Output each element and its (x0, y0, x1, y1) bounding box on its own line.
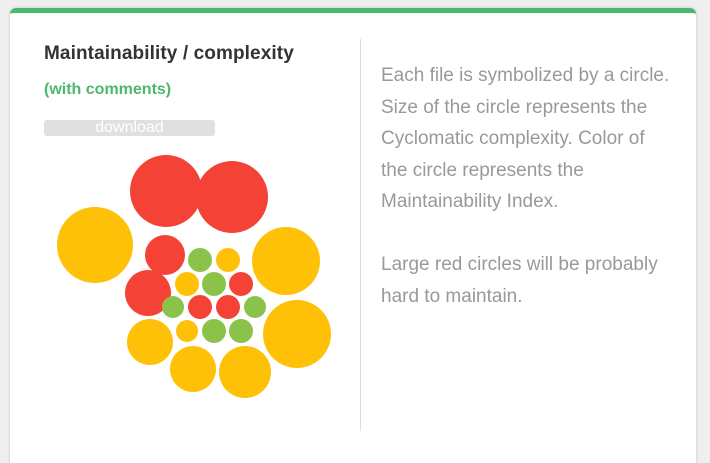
card-left-panel: Maintainability / complexity (with comme… (44, 43, 334, 136)
card-title: Maintainability / complexity (44, 43, 294, 64)
file-circle-green[interactable] (229, 319, 253, 343)
file-circle-red[interactable] (216, 295, 240, 319)
file-circle-yellow[interactable] (219, 346, 271, 398)
file-circle-yellow[interactable] (57, 207, 133, 283)
file-circle-red[interactable] (196, 161, 268, 233)
file-circle-red[interactable] (229, 272, 253, 296)
file-circle-yellow[interactable] (127, 319, 173, 365)
card-subtitle: (with comments) (44, 81, 172, 98)
file-circle-yellow[interactable] (252, 227, 320, 295)
download-button[interactable]: download (44, 120, 215, 136)
file-circle-red[interactable] (145, 235, 185, 275)
description-paragraph-1: Each file is symbolized by a circle. Siz… (381, 65, 670, 212)
file-circle-green[interactable] (202, 319, 226, 343)
file-circle-yellow[interactable] (175, 272, 199, 296)
file-circle-green[interactable] (202, 272, 226, 296)
divider (360, 39, 361, 431)
file-circle-red[interactable] (188, 295, 212, 319)
file-circle-yellow[interactable] (176, 320, 198, 342)
bubble-chart (57, 155, 331, 398)
file-circle-red[interactable] (125, 270, 171, 316)
file-circle-red[interactable] (130, 155, 202, 227)
file-circle-yellow[interactable] (263, 300, 331, 368)
file-circle-green[interactable] (162, 296, 184, 318)
file-circle-green[interactable] (188, 248, 212, 272)
file-circle-yellow[interactable] (170, 346, 216, 392)
description: Each file is symbolized by a circle. Siz… (381, 60, 671, 312)
maintainability-card: Maintainability / complexity (with comme… (10, 8, 696, 463)
file-circle-yellow[interactable] (216, 248, 240, 272)
file-circle-green[interactable] (244, 296, 266, 318)
description-paragraph-2: Large red circles will be probably hard … (381, 254, 658, 307)
